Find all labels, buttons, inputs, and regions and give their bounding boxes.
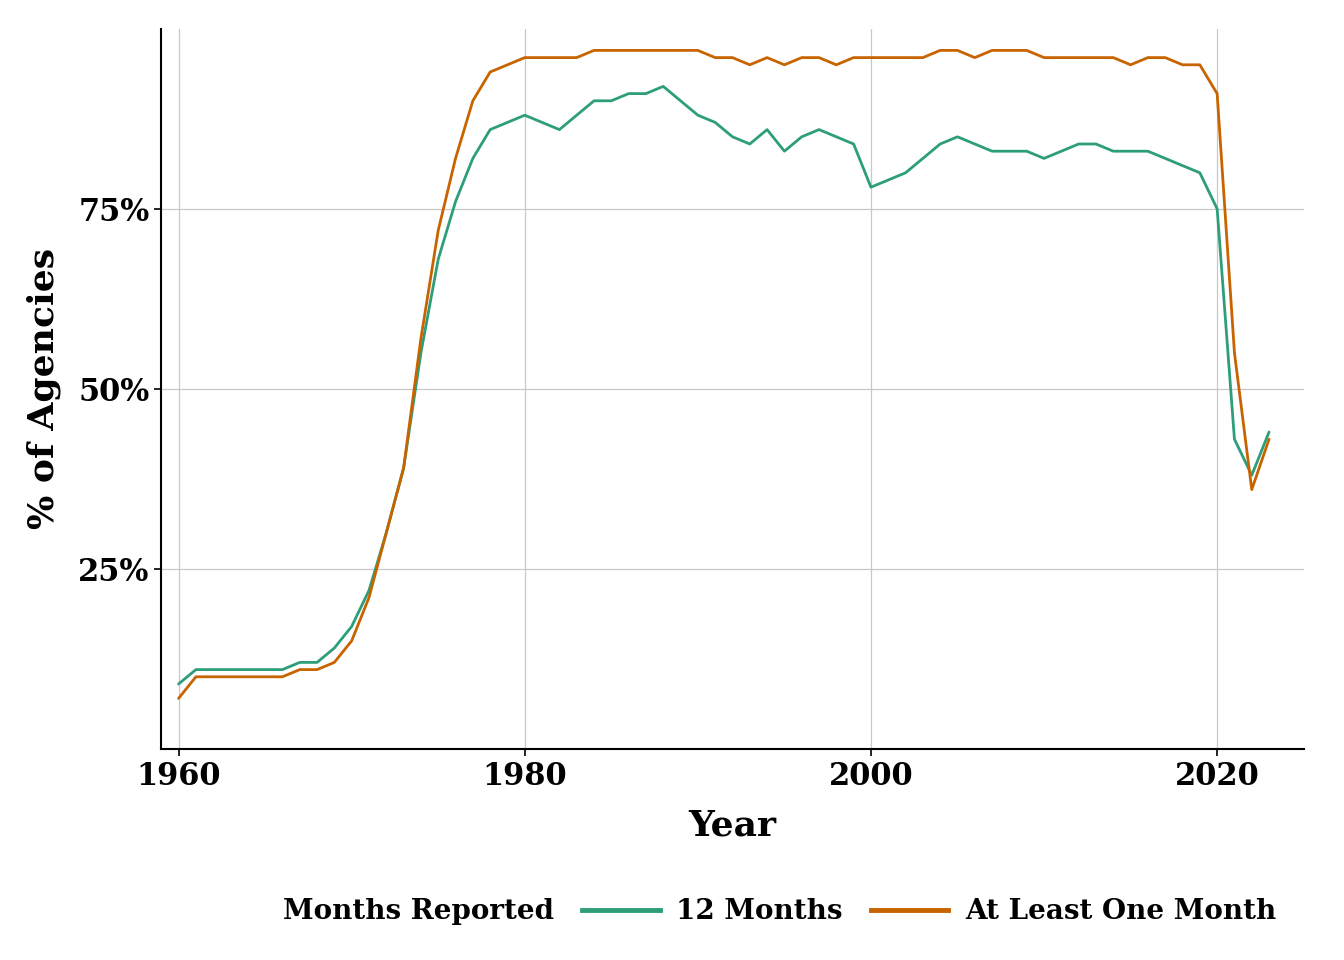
X-axis label: Year: Year [688,808,777,842]
Legend: Months Reported, 12 Months, At Least One Month: Months Reported, 12 Months, At Least One… [177,887,1288,937]
Y-axis label: % of Agencies: % of Agencies [27,249,62,529]
